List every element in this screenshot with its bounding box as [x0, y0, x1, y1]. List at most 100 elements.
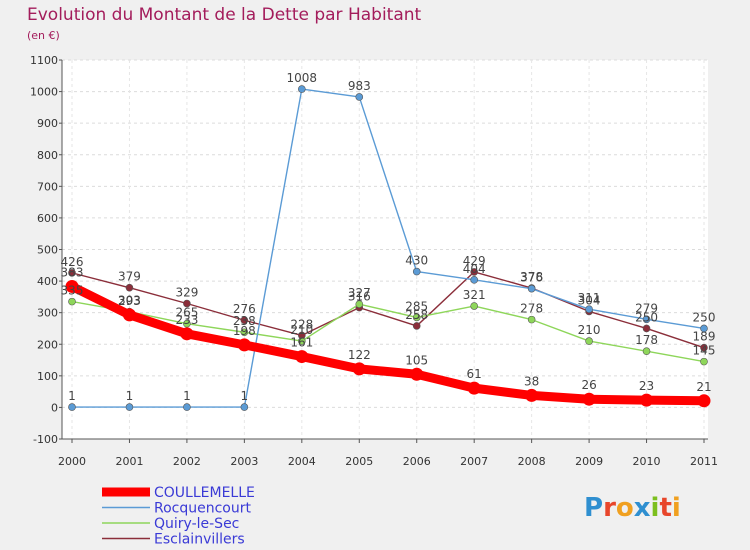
- data-label-rocquencourt: 1: [68, 389, 76, 403]
- data-point-rocquencourt: [700, 324, 708, 333]
- data-point-esclainvillers: [642, 324, 651, 333]
- x-tick-label: 2002: [173, 455, 201, 468]
- y-tick-label: -100: [33, 433, 58, 446]
- series: [65, 85, 711, 411]
- data-point-esclainvillers: [68, 269, 76, 277]
- data-point-coullemelle: [122, 308, 136, 322]
- data-point-quiry-le-sec: [700, 357, 708, 366]
- y-tick-label: 0: [51, 401, 58, 414]
- data-label-rocquencourt: 404: [463, 262, 486, 276]
- data-label-quiry-le-sec: 321: [463, 288, 486, 302]
- data-point-esclainvillers: [240, 316, 249, 325]
- data-label-coullemelle: 61: [467, 367, 482, 381]
- axes: -100010020030040050060070080090010001100…: [30, 54, 718, 468]
- data-label-rocquencourt: 983: [348, 79, 371, 93]
- data-label-esclainvillers: 426: [61, 255, 84, 269]
- data-point-coullemelle: [180, 327, 194, 341]
- data-label-esclainvillers: 379: [118, 270, 141, 284]
- y-tick-label: 500: [37, 244, 58, 257]
- data-point-rocquencourt: [355, 93, 364, 101]
- data-label-rocquencourt: 1008: [287, 71, 318, 85]
- x-tick-label: 2011: [690, 455, 718, 468]
- y-tick-label: 900: [37, 117, 58, 130]
- x-tick-label: 2000: [58, 455, 86, 468]
- logo-letter: o: [616, 493, 634, 523]
- logo-letter: P: [584, 493, 603, 523]
- data-label-quiry-le-sec: 265: [175, 306, 198, 320]
- data-point-quiry-le-sec: [412, 313, 421, 322]
- x-tick-label: 2004: [288, 455, 316, 468]
- data-label-rocquencourt: 1: [241, 389, 249, 403]
- data-point-quiry-le-sec: [642, 347, 651, 355]
- data-label-coullemelle: 383: [61, 265, 84, 279]
- data-point-coullemelle: [525, 388, 539, 402]
- logo-letter: x: [634, 493, 651, 523]
- data-label-rocquencourt: 376: [520, 271, 543, 285]
- svg-text:Proxiti: Proxiti: [584, 493, 681, 523]
- x-tick-label: 2006: [403, 455, 431, 468]
- data-point-quiry-le-sec: [298, 337, 306, 345]
- data-point-coullemelle: [582, 392, 596, 406]
- data-point-coullemelle: [467, 381, 481, 395]
- data-label-coullemelle: 26: [581, 378, 596, 392]
- data-point-rocquencourt: [470, 276, 478, 284]
- legend-label-esclainvillers: Esclainvillers: [154, 532, 245, 548]
- data-label-coullemelle: 122: [348, 348, 371, 362]
- legend-label-rocquencourt: Rocquencourt: [154, 501, 251, 517]
- y-tick-label: 600: [37, 212, 58, 225]
- data-label-coullemelle: 293: [118, 294, 141, 308]
- data-label-esclainvillers: 429: [463, 254, 486, 268]
- chart-subtitle: (en €): [27, 29, 60, 42]
- x-tick-label: 2001: [115, 455, 143, 468]
- chart-title: Evolution du Montant de la Dette par Hab…: [27, 5, 422, 25]
- logo-letter: i: [672, 493, 681, 523]
- data-point-esclainvillers: [183, 299, 191, 308]
- data-point-esclainvillers: [470, 268, 478, 276]
- data-label-quiry-le-sec: 210: [578, 323, 601, 337]
- x-tick-label: 2010: [633, 455, 661, 468]
- y-tick-label: 300: [37, 307, 58, 320]
- data-point-quiry-le-sec: [355, 300, 364, 308]
- data-point-quiry-le-sec: [240, 328, 249, 337]
- data-label-rocquencourt: 1: [183, 389, 191, 403]
- plot-area: [62, 60, 708, 439]
- legend-label-quiry-le-sec: Quiry-le-Sec: [154, 516, 239, 532]
- series-line-rocquencourt: [71, 88, 705, 408]
- logo-letter: t: [659, 493, 671, 523]
- data-point-rocquencourt: [125, 403, 134, 411]
- data-label-esclainvillers: 329: [175, 286, 198, 300]
- x-tick-label: 2007: [460, 455, 488, 468]
- data-label-esclainvillers: 304: [578, 293, 601, 307]
- legend-label-coullemelle: COULLEMELLE: [154, 485, 255, 501]
- data-label-esclainvillers: 276: [233, 302, 256, 316]
- data-point-esclainvillers: [700, 343, 708, 352]
- data-point-coullemelle: [237, 338, 251, 352]
- data-label-quiry-le-sec: 303: [118, 294, 141, 308]
- x-tick-label: 2003: [230, 455, 258, 468]
- data-label-coullemelle: 21: [696, 380, 711, 394]
- y-tick-label: 400: [37, 275, 58, 288]
- data-point-coullemelle: [352, 362, 366, 376]
- data-point-quiry-le-sec: [68, 297, 76, 306]
- data-label-rocquencourt: 430: [405, 254, 428, 268]
- data-point-quiry-le-sec: [183, 319, 191, 328]
- y-tick-label: 1000: [30, 86, 58, 99]
- series-line-quiry-le-sec: [71, 300, 705, 363]
- y-tick-label: 800: [37, 149, 58, 162]
- y-tick-label: 200: [37, 338, 58, 351]
- data-label-rocquencourt: 311: [578, 291, 601, 305]
- data-point-rocquencourt: [412, 267, 421, 276]
- data-point-quiry-le-sec: [470, 302, 478, 310]
- y-tick-label: 1100: [30, 54, 58, 67]
- data-label-quiry-le-sec: 327: [348, 286, 371, 300]
- series-line-esclainvillers: [71, 271, 705, 349]
- data-label-coullemelle: 233: [175, 313, 198, 327]
- data-point-rocquencourt: [68, 403, 76, 411]
- data-label-quiry-le-sec: 285: [405, 299, 428, 313]
- data-label-coullemelle: 161: [290, 336, 313, 350]
- data-label-esclainvillers: 378: [520, 270, 543, 284]
- data-label-quiry-le-sec: 278: [520, 302, 543, 316]
- data-labels: 426 379 329 276 228 316 258 429 378 304 250 189 335 3…: [61, 71, 716, 403]
